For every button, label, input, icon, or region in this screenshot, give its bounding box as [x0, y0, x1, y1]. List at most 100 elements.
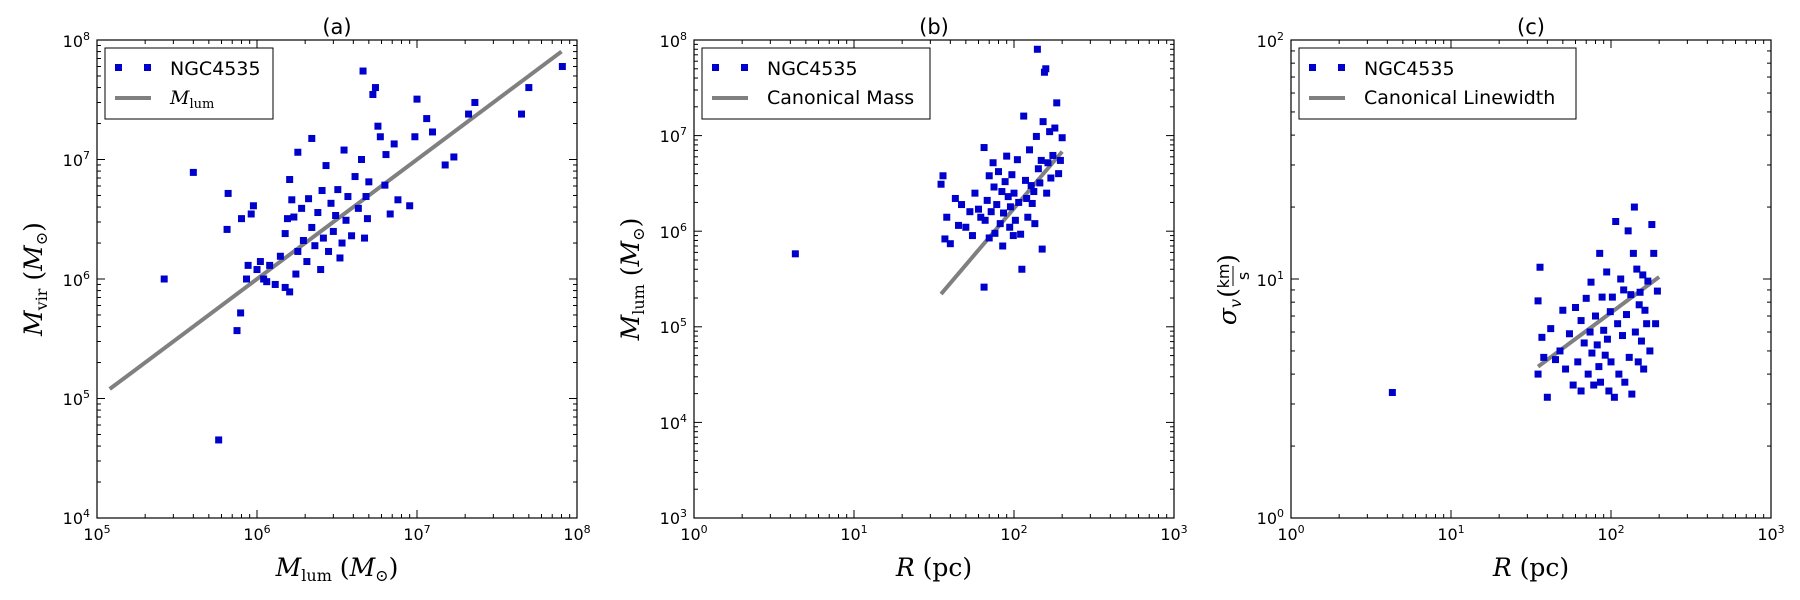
panel-c-data-point: [1619, 332, 1627, 340]
panel-b-data-point: [968, 232, 976, 240]
panel-b-data-point: [1026, 146, 1034, 154]
panel-b-ytick-1e8: 108: [660, 30, 687, 51]
panel-c-data-point: [1596, 249, 1604, 257]
panel-c-data-point: [1633, 265, 1641, 273]
panel-a-data-point: [243, 275, 251, 283]
panel-c: (c) 100 101 102 103 100 101 102 R (pc) σ…: [1213, 15, 1785, 582]
panel-a-ytick-1e7: 107: [63, 149, 90, 170]
panel-b-data-point: [943, 213, 951, 221]
panel-c-data-point: [1543, 393, 1551, 401]
panel-b-ytick-1e4: 104: [660, 412, 687, 433]
panel-b-data-point: [1038, 245, 1046, 253]
panel-c-data-point: [1640, 365, 1648, 373]
panel-b-plot-area: [693, 39, 1175, 519]
panel-c-data-point: [1590, 381, 1598, 389]
panel-a-data-point: [340, 146, 348, 154]
panel-c-data-point: [1603, 268, 1611, 276]
panel-b-data-point: [991, 229, 999, 237]
panel-a-data-point: [223, 225, 231, 233]
panel-a-data-point: [160, 275, 168, 283]
panel-c-legend-label-1: NGC4535: [1364, 58, 1455, 80]
panel-c-ytick-1e1: 101: [1257, 269, 1284, 290]
panel-a-data-point: [294, 148, 302, 156]
panel-a-data-point: [298, 204, 306, 212]
panel-a-data-point: [325, 247, 333, 255]
panel-b-data-point: [1031, 220, 1039, 228]
panel-c-legend-box: [1298, 47, 1577, 120]
panel-c-y-axis-label-km: km: [1214, 264, 1233, 289]
panel-a-data-point: [329, 227, 337, 235]
panel-b-data-point: [983, 196, 991, 204]
panel-a-data-point: [283, 215, 291, 223]
panel-b-data-point: [1027, 182, 1035, 190]
panel-c-y-tick-labels: 100 101 102: [1257, 30, 1284, 528]
panel-b-data-point: [985, 172, 993, 180]
panel-a-data-point: [558, 63, 566, 71]
panel-c-data-point: [1603, 335, 1611, 343]
panel-a-xtick-1e7: 107: [403, 523, 430, 544]
panel-c-data-point: [1388, 389, 1396, 397]
panel-a-data-point: [354, 204, 362, 212]
panel-a-data-point: [249, 202, 257, 210]
panel-a-data-point: [465, 110, 473, 118]
panel-c-data-point: [1577, 317, 1585, 325]
panel-a-data-point: [351, 173, 359, 181]
panel-a-data-point: [305, 195, 313, 203]
panel-a-data-point: [381, 181, 389, 189]
panel-c-data-point: [1601, 351, 1609, 359]
panel-b-data-point: [1006, 223, 1014, 231]
panel-a-data-point: [256, 258, 264, 266]
panel-a-data-point: [318, 187, 326, 195]
panel-c-data-point: [1562, 365, 1570, 373]
panel-c-data-point: [1565, 330, 1573, 338]
panel-c-data-point: [1556, 347, 1564, 355]
panel-a-ytick-1e8: 108: [63, 30, 90, 51]
panel-b-x-axis-label: R (pc): [895, 553, 972, 582]
panel-c-data-point: [1650, 249, 1658, 257]
panel-a-data-point: [189, 168, 197, 176]
panel-b-data-point: [962, 223, 970, 231]
panel-b-data-point: [985, 234, 993, 242]
panel-c-data-point: [1614, 320, 1622, 328]
panel-a-data-point: [311, 242, 319, 250]
panel-c-legend-label-2: Canonical Linewidth: [1364, 87, 1555, 109]
panel-c-ticks: [1290, 39, 1772, 519]
panel-a-legend-marker-2: [144, 64, 151, 71]
panel-c-data-point: [1606, 308, 1614, 316]
panel-a-data-point: [363, 215, 371, 223]
panel-b-ticks: [693, 39, 1175, 519]
panel-b-frame: [693, 39, 1175, 519]
panel-c-data-point: [1625, 353, 1633, 361]
panel-b-y-axis-label: Mlum (M⊙): [616, 218, 648, 342]
panel-a-title: (a): [322, 15, 351, 39]
panel-c-data-point: [1627, 291, 1635, 299]
panel-b-x-tick-labels: 100 101 102 103: [680, 523, 1187, 544]
panel-a-data-point: [286, 288, 294, 296]
panel-b-data-point: [1028, 199, 1036, 207]
panel-b-data-point: [1051, 124, 1059, 132]
panel-c-xtick-1e1: 101: [1437, 523, 1464, 544]
panel-c-points: [1388, 203, 1661, 401]
panel-a-data-point: [322, 162, 330, 170]
panel-b-data-point: [939, 172, 947, 180]
panel-b-data-point: [1000, 209, 1008, 217]
panel-b-data-point: [791, 250, 799, 258]
panel-a-data-point: [362, 193, 370, 201]
panel-a-data-point: [365, 178, 373, 186]
panel-b-data-point: [1039, 118, 1047, 126]
panel-c-data-point: [1598, 293, 1606, 301]
panel-b-legend-label-1: NGC4535: [767, 58, 858, 80]
panel-b-ytick-1e7: 107: [660, 125, 687, 146]
panel-c-ytick-1e2: 102: [1257, 30, 1284, 51]
panel-b-data-point: [990, 183, 998, 191]
panel-b-data-point: [1009, 232, 1017, 240]
panel-a-data-point: [390, 140, 398, 148]
panel-c-data-point: [1612, 218, 1620, 226]
panel-c-y-axis-label: σv ( km s ): [1213, 254, 1253, 325]
panel-c-plot-area: [1290, 39, 1772, 519]
panel-b-data-point: [1058, 134, 1066, 142]
panel-b-data-point: [994, 168, 1002, 176]
panel-c-legend-marker-1: [1309, 64, 1316, 71]
panel-b-data-point: [981, 216, 989, 224]
panel-b-data-point: [1023, 194, 1031, 202]
